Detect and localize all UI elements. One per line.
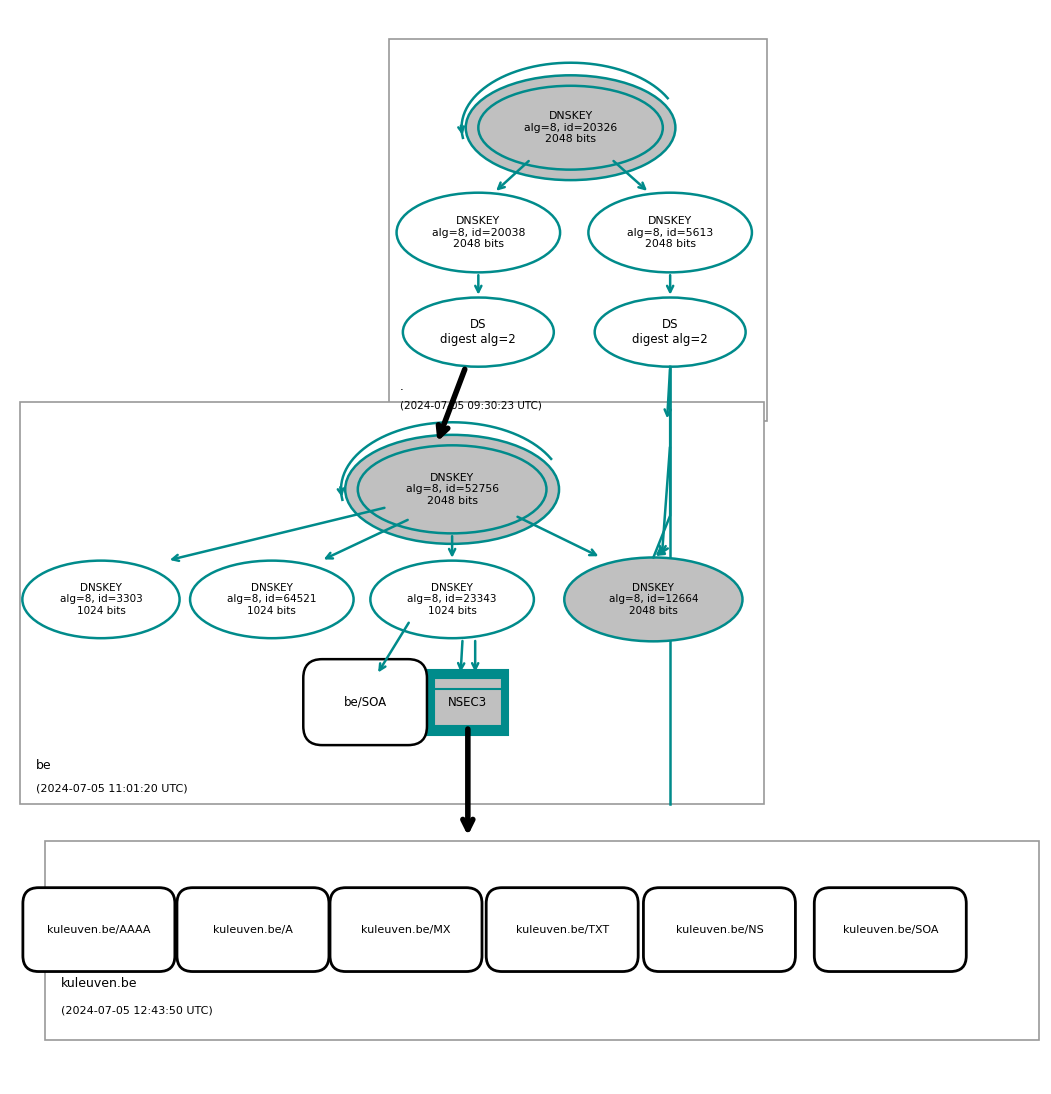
Ellipse shape bbox=[345, 434, 559, 544]
Ellipse shape bbox=[370, 560, 534, 638]
Ellipse shape bbox=[22, 560, 180, 638]
Text: (2024-07-05 12:43:50 UTC): (2024-07-05 12:43:50 UTC) bbox=[61, 1005, 213, 1015]
Ellipse shape bbox=[595, 298, 745, 366]
Ellipse shape bbox=[466, 75, 676, 181]
Text: DNSKEY
alg=8, id=12664
2048 bits: DNSKEY alg=8, id=12664 2048 bits bbox=[609, 583, 698, 616]
Text: be: be bbox=[36, 759, 51, 772]
Text: kuleuven.be/AAAA: kuleuven.be/AAAA bbox=[47, 924, 150, 934]
Ellipse shape bbox=[478, 85, 663, 170]
Text: DNSKEY
alg=8, id=5613
2048 bits: DNSKEY alg=8, id=5613 2048 bits bbox=[627, 216, 714, 249]
FancyBboxPatch shape bbox=[428, 670, 509, 735]
FancyBboxPatch shape bbox=[45, 840, 1039, 1039]
FancyBboxPatch shape bbox=[304, 660, 427, 745]
Ellipse shape bbox=[564, 558, 742, 641]
Text: kuleuven.be/TXT: kuleuven.be/TXT bbox=[516, 924, 609, 934]
FancyBboxPatch shape bbox=[434, 678, 502, 726]
FancyBboxPatch shape bbox=[487, 887, 638, 971]
Text: DNSKEY
alg=8, id=23343
1024 bits: DNSKEY alg=8, id=23343 1024 bits bbox=[408, 583, 497, 616]
Text: be/SOA: be/SOA bbox=[344, 696, 387, 709]
Ellipse shape bbox=[190, 560, 353, 638]
Text: kuleuven.be/NS: kuleuven.be/NS bbox=[676, 924, 763, 934]
Text: NSEC3: NSEC3 bbox=[449, 696, 488, 709]
FancyBboxPatch shape bbox=[20, 403, 764, 804]
Text: DNSKEY
alg=8, id=3303
1024 bits: DNSKEY alg=8, id=3303 1024 bits bbox=[60, 583, 142, 616]
Text: kuleuven.be/A: kuleuven.be/A bbox=[213, 924, 293, 934]
FancyBboxPatch shape bbox=[389, 38, 766, 421]
FancyBboxPatch shape bbox=[177, 887, 329, 971]
Text: (2024-07-05 09:30:23 UTC): (2024-07-05 09:30:23 UTC) bbox=[399, 400, 541, 410]
Ellipse shape bbox=[357, 445, 547, 534]
FancyBboxPatch shape bbox=[815, 887, 966, 971]
Text: .: . bbox=[399, 380, 404, 393]
Text: kuleuven.be/SOA: kuleuven.be/SOA bbox=[843, 924, 939, 934]
Text: kuleuven.be: kuleuven.be bbox=[61, 977, 138, 990]
Ellipse shape bbox=[396, 193, 560, 272]
Text: DS
digest alg=2: DS digest alg=2 bbox=[633, 318, 708, 346]
Ellipse shape bbox=[589, 193, 751, 272]
Text: DNSKEY
alg=8, id=64521
1024 bits: DNSKEY alg=8, id=64521 1024 bits bbox=[227, 583, 316, 616]
FancyBboxPatch shape bbox=[643, 887, 796, 971]
FancyBboxPatch shape bbox=[23, 887, 174, 971]
Text: DNSKEY
alg=8, id=52756
2048 bits: DNSKEY alg=8, id=52756 2048 bits bbox=[406, 473, 498, 505]
Ellipse shape bbox=[403, 298, 554, 366]
Text: DS
digest alg=2: DS digest alg=2 bbox=[440, 318, 516, 346]
Text: kuleuven.be/MX: kuleuven.be/MX bbox=[362, 924, 451, 934]
Text: DNSKEY
alg=8, id=20038
2048 bits: DNSKEY alg=8, id=20038 2048 bits bbox=[432, 216, 526, 249]
Text: DNSKEY
alg=8, id=20326
2048 bits: DNSKEY alg=8, id=20326 2048 bits bbox=[524, 112, 617, 144]
Text: (2024-07-05 11:01:20 UTC): (2024-07-05 11:01:20 UTC) bbox=[36, 783, 188, 793]
FancyBboxPatch shape bbox=[330, 887, 482, 971]
